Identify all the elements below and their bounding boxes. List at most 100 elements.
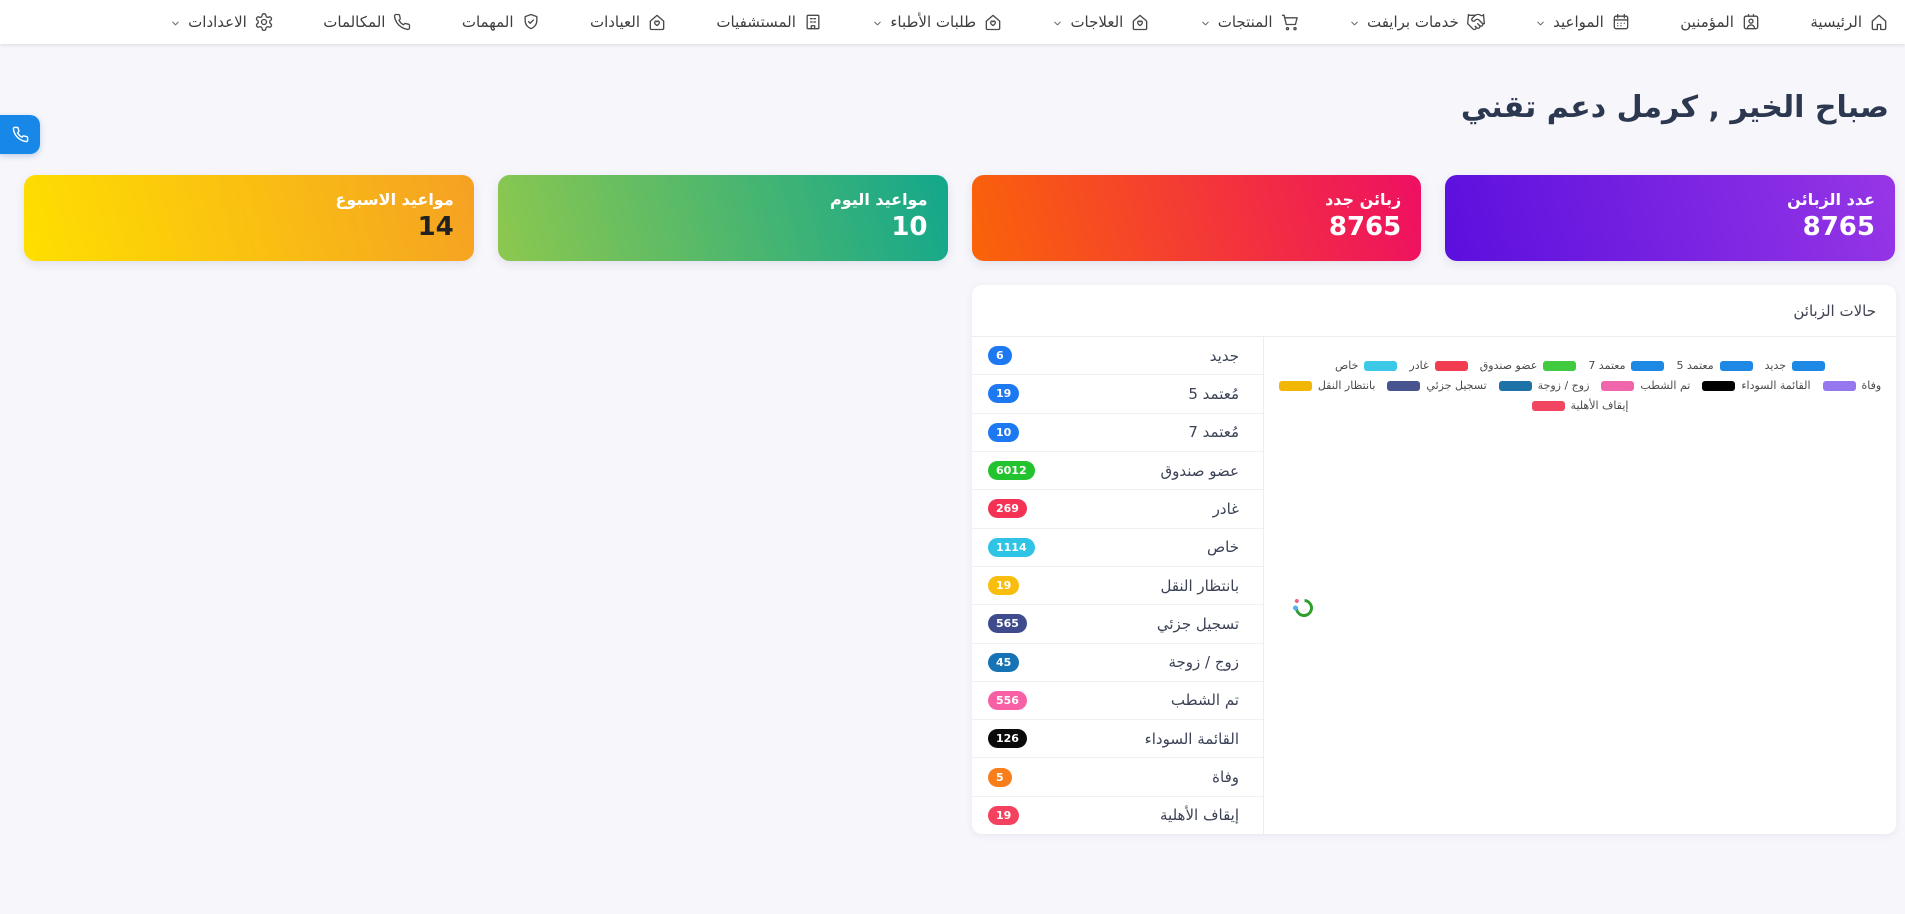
legend-swatch	[1498, 380, 1532, 391]
nav-item-label: الرئيسية	[1810, 13, 1862, 31]
nav-item-label: المواعيد	[1553, 13, 1604, 31]
status-row-awaiting-transfer: بانتظار النقل 19	[972, 567, 1263, 606]
status-label: القائمة السوداء	[1144, 729, 1239, 748]
house-heart-icon	[1130, 12, 1150, 32]
legend-item[interactable]: معتمد 7	[1588, 359, 1665, 372]
stat-cards-row: عدد الزبائن 8765 زبائن جدد 8765 مواعيد ا…	[24, 175, 1895, 261]
statuses-list: جديد 6 مُعتمد 5 19 مُعتمد 7 10 عضو صندوق…	[972, 337, 1264, 834]
legend-item[interactable]: بانتظار النقل	[1278, 379, 1376, 392]
nav-item-label: طلبات الأطباء	[890, 13, 977, 31]
status-row-eligibility-suspended: إيقاف الأهلية 19	[972, 797, 1263, 834]
stat-card-value: 8765	[1328, 212, 1402, 242]
legend-swatch	[1631, 360, 1665, 371]
legend-swatch	[1702, 380, 1736, 391]
status-label: زوج / زوجة	[1168, 653, 1239, 672]
status-row-spouse: زوج / زوجة 45	[972, 644, 1263, 682]
legend-item[interactable]: جديد	[1764, 359, 1826, 372]
status-label: إيقاف الأهلية	[1160, 806, 1239, 825]
legend-item[interactable]: عضو صندوق	[1480, 359, 1577, 372]
legend-label: غادر	[1409, 359, 1429, 372]
nav-item-treatments[interactable]: العلاجات	[1052, 12, 1150, 32]
legend-item[interactable]: وفاة	[1822, 379, 1882, 392]
chevron-down-icon	[872, 18, 883, 29]
stat-card-label: مواعيد اليوم	[830, 190, 928, 209]
legend-label: بانتظار النقل	[1317, 379, 1376, 392]
status-count-badge: 6012	[988, 461, 1035, 481]
status-label: جديد	[1209, 346, 1239, 365]
legend-item[interactable]: إيقاف الأهلية	[1531, 399, 1629, 412]
chevron-down-icon	[1200, 18, 1211, 29]
status-count-badge: 19	[988, 384, 1020, 404]
legend-swatch	[1822, 380, 1856, 391]
legend-item[interactable]: القائمة السوداء	[1702, 379, 1811, 392]
house-heart-icon	[647, 12, 667, 32]
stat-card-today-appointments: مواعيد اليوم 10	[497, 175, 948, 261]
legend-item[interactable]: معتمد 5	[1676, 359, 1753, 372]
nav-item-label: المكالمات	[323, 13, 386, 31]
status-count-badge: 5	[988, 767, 1012, 787]
calendar-icon	[1611, 12, 1631, 32]
legend-item[interactable]: غادر	[1409, 359, 1468, 372]
nav-item-tasks[interactable]: المهمات	[462, 12, 541, 32]
legend-label: عضو صندوق	[1479, 359, 1538, 372]
status-label: مُعتمد 5	[1188, 384, 1239, 403]
nav-item-hospitals[interactable]: المستشفيات	[716, 12, 823, 32]
legend-label: وفاة	[1861, 379, 1882, 392]
stat-card-label: عدد الزبائن	[1787, 190, 1875, 209]
legend-label: جديد	[1764, 359, 1787, 372]
status-label: عضو صندوق	[1160, 461, 1240, 480]
nav-item-doctor-requests[interactable]: طلبات الأطباء	[872, 12, 1003, 32]
phone-widget-button[interactable]	[0, 115, 40, 154]
legend-swatch	[1278, 380, 1312, 391]
legend-item[interactable]: زوج / زوجة	[1498, 379, 1589, 392]
stat-card-label: زبائن جدد	[1325, 190, 1402, 209]
status-row-new: جديد 6	[972, 337, 1263, 376]
legend-swatch	[1387, 380, 1421, 391]
house-heart-icon	[983, 12, 1003, 32]
status-label: بانتظار النقل	[1160, 576, 1239, 595]
nav-item-appointments[interactable]: المواعيد	[1535, 12, 1631, 32]
nav-item-private-services[interactable]: خدمات برايفت	[1349, 12, 1486, 32]
greeting-title: صباح الخير , كرمل دعم تقني	[1460, 90, 1889, 125]
nav-item-insured[interactable]: المؤمنين	[1680, 12, 1761, 32]
nav-item-label: العلاجات	[1070, 13, 1124, 31]
status-count-badge: 556	[988, 690, 1027, 710]
nav-item-label: العيادات	[589, 13, 640, 31]
nav-item-calls[interactable]: المكالمات	[323, 12, 412, 32]
legend-swatch	[1434, 360, 1468, 371]
stat-card-value: 14	[417, 212, 454, 242]
phone-icon	[392, 12, 412, 32]
legend-item[interactable]: خاص	[1334, 359, 1398, 372]
legend-label: إيقاف الأهلية	[1570, 399, 1629, 412]
legend-swatch	[1719, 360, 1753, 371]
status-label: وفاة	[1212, 768, 1239, 787]
nav-item-products[interactable]: المنتجات	[1200, 12, 1300, 32]
status-count-badge: 19	[988, 805, 1020, 825]
legend-item[interactable]: تسجيل جزئي	[1387, 379, 1487, 392]
legend-row: جديد معتمد 5 معتمد 7 عضو صندوق	[1334, 359, 1826, 372]
chevron-down-icon	[1535, 18, 1546, 29]
status-label: غادر	[1212, 499, 1239, 518]
status-row-approved-5: مُعتمد 5 19	[972, 375, 1263, 414]
status-label: مُعتمد 7	[1188, 423, 1239, 442]
handshake-icon	[1466, 12, 1486, 32]
status-count-badge: 1114	[988, 537, 1035, 557]
panel-title: حالات الزبائن	[972, 285, 1896, 337]
stat-card-value: 8765	[1802, 212, 1875, 242]
stat-card-week-appointments: مواعيد الاسبوع 14	[24, 175, 474, 261]
status-count-badge: 45	[988, 652, 1020, 672]
legend-row: إيقاف الأهلية	[1531, 399, 1629, 412]
nav-item-home[interactable]: الرئيسية	[1810, 12, 1889, 32]
insured-badge-icon	[1741, 12, 1761, 32]
legend-item[interactable]: تم الشطب	[1601, 379, 1690, 392]
nav-item-settings[interactable]: الاعدادات	[170, 12, 274, 32]
status-row-left: غادر 269	[972, 490, 1263, 529]
legend-label: القائمة السوداء	[1741, 379, 1811, 392]
hospital-icon	[803, 12, 823, 32]
legend-row: وفاة القائمة السوداء تم الشطب زوج /	[1278, 379, 1882, 392]
legend-label: خاص	[1334, 359, 1359, 372]
panel-body: جديد معتمد 5 معتمد 7 عضو صندوق	[972, 337, 1896, 834]
nav-item-clinics[interactable]: العيادات	[590, 12, 667, 32]
legend-label: تسجيل جزئي	[1426, 379, 1487, 392]
status-row-approved-7: مُعتمد 7 10	[972, 414, 1263, 452]
